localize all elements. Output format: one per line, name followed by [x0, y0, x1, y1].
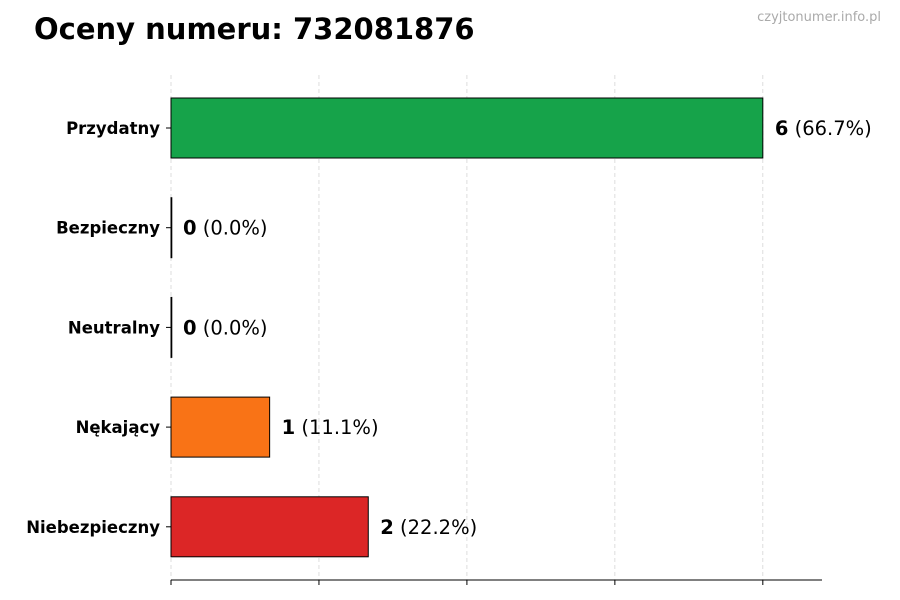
category-label-0: Przydatny [66, 119, 160, 138]
value-percent: (11.1%) [295, 416, 378, 439]
value-percent: (0.0%) [197, 316, 268, 339]
bar-2 [170, 296, 173, 358]
value-count: 2 [380, 516, 394, 539]
value-count: 6 [775, 117, 789, 140]
value-label-1: 0 (0.0%) [183, 217, 268, 240]
value-percent: (66.7%) [788, 117, 871, 140]
bar-3 [170, 396, 271, 458]
value-label-3: 1 (11.1%) [282, 416, 379, 439]
value-label-4: 2 (22.2%) [380, 516, 477, 539]
value-percent: (22.2%) [394, 516, 477, 539]
category-label-1: Bezpieczny [56, 219, 160, 238]
value-count: 0 [183, 217, 197, 240]
value-label-2: 0 (0.0%) [183, 316, 268, 339]
value-count: 0 [183, 316, 197, 339]
category-label-2: Neutralny [68, 318, 160, 337]
category-label-3: Nękający [76, 418, 161, 437]
bar-0 [170, 97, 764, 159]
chart-title: Oceny numeru: 732081876 [34, 12, 475, 46]
value-label-0: 6 (66.7%) [775, 117, 872, 140]
value-count: 1 [282, 416, 296, 439]
value-percent: (0.0%) [197, 217, 268, 240]
watermark: czyjtonumer.info.pl [757, 10, 881, 25]
bar-1 [170, 197, 173, 259]
category-label-4: Niebezpieczny [26, 518, 160, 537]
bar-4 [170, 496, 369, 558]
